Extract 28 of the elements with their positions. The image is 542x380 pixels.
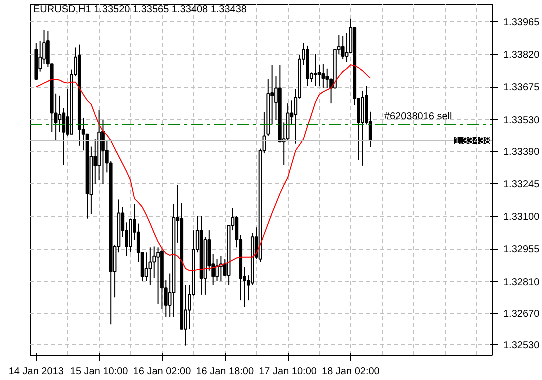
y-tick-label: 1.33820 <box>504 50 540 61</box>
candlestick <box>318 64 322 87</box>
y-tick-label: 1.32670 <box>504 308 540 320</box>
y-tick-label: 1.33390 <box>504 146 540 158</box>
x-tick-label: 18 Jan 02:00 <box>322 366 380 378</box>
ref-line-label: 1.33438 <box>454 136 491 147</box>
y-tick-label: 1.33675 <box>504 82 540 94</box>
candlestick <box>148 247 152 286</box>
x-tick-label: 16 Jan 02:00 <box>133 366 192 378</box>
candlestick <box>58 95 62 133</box>
candlestick <box>341 36 345 60</box>
ref-line-label: #62038016 sell <box>384 112 452 123</box>
y-tick-label: 1.33965 <box>504 17 540 28</box>
y-tick-label: 1.32530 <box>504 340 540 352</box>
candlestick <box>216 258 219 282</box>
candlestick <box>322 64 326 89</box>
y-tick-label: 1.32810 <box>504 277 540 288</box>
y-tick-label: 1.33530 <box>504 115 540 126</box>
x-tick-label: 14 Jan 2013 <box>8 366 64 378</box>
y-tick-label: 1.33245 <box>504 179 540 190</box>
x-tick-label: 16 Jan 18:00 <box>196 366 254 378</box>
y-tick-label: 1.32955 <box>504 244 540 256</box>
candlestick <box>156 247 160 305</box>
chart-title: EURUSD,H1 1.33520 1.33565 1.33408 1.33438 <box>34 4 248 16</box>
x-tick-label: 15 Jan 10:00 <box>70 366 129 378</box>
candlestick <box>326 68 330 89</box>
x-tick-label: 17 Jan 10:00 <box>259 366 318 378</box>
y-tick-label: 1.33100 <box>504 212 540 224</box>
